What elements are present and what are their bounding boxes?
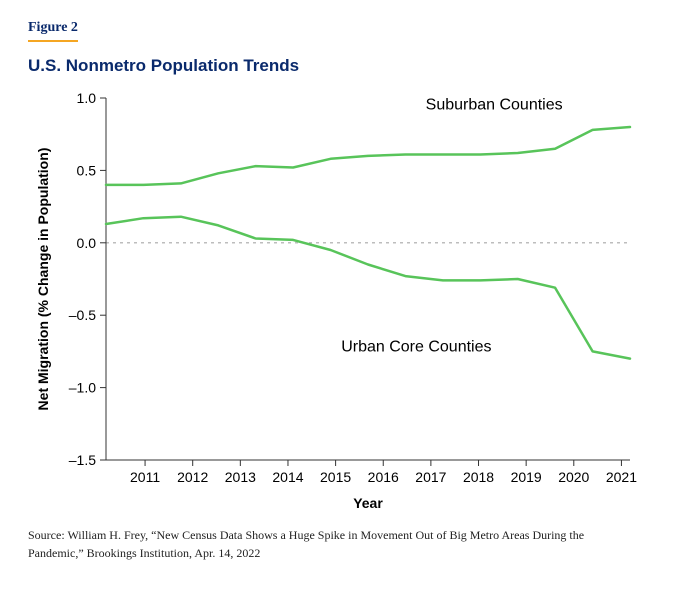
- svg-text:–1.0: –1.0: [69, 380, 96, 396]
- svg-text:0.5: 0.5: [77, 162, 97, 178]
- svg-text:–0.5: –0.5: [69, 307, 96, 323]
- svg-text:2011: 2011: [130, 469, 160, 485]
- svg-text:2018: 2018: [463, 469, 494, 485]
- svg-text:Urban Core Counties: Urban Core Counties: [341, 338, 491, 355]
- svg-text:2021: 2021: [606, 469, 637, 485]
- svg-text:2012: 2012: [177, 469, 208, 485]
- svg-text:Net Migration (% Change in Pop: Net Migration (% Change in Population): [35, 148, 51, 411]
- svg-text:0.0: 0.0: [77, 235, 97, 251]
- chart-svg: 1.0 0.5 0.0 –0.5 –1.0 –1.5 2011 2012 2013 2014 201…: [28, 86, 648, 516]
- source-text: Source: William H. Frey, “New Census Dat…: [28, 526, 588, 562]
- figure-container: Figure 2 U.S. Nonmetro Population Trends…: [0, 0, 680, 594]
- chart-title: U.S. Nonmetro Population Trends: [28, 56, 656, 76]
- svg-text:–1.5: –1.5: [69, 452, 96, 468]
- svg-text:2020: 2020: [558, 469, 589, 485]
- figure-label: Figure 2: [28, 20, 78, 42]
- svg-text:2016: 2016: [368, 469, 399, 485]
- svg-text:2014: 2014: [272, 469, 303, 485]
- svg-text:2013: 2013: [225, 469, 256, 485]
- svg-text:Year: Year: [353, 495, 383, 511]
- svg-text:2017: 2017: [415, 469, 446, 485]
- chart: 1.0 0.5 0.0 –0.5 –1.0 –1.5 2011 2012 2013 2014 201…: [28, 86, 648, 516]
- svg-text:Suburban Counties: Suburban Counties: [426, 97, 563, 114]
- svg-text:1.0: 1.0: [77, 90, 97, 106]
- svg-text:2019: 2019: [511, 469, 542, 485]
- svg-text:2015: 2015: [320, 469, 351, 485]
